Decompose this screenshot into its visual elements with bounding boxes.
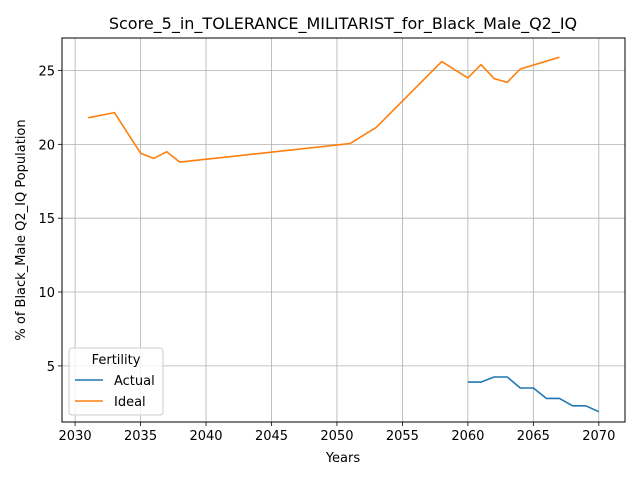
x-tick-label: 2040 [189, 429, 222, 444]
y-tick-label: 15 [38, 212, 55, 227]
chart-title: Score_5_in_TOLERANCE_MILITARIST_for_Blac… [109, 14, 577, 34]
x-tick-label: 2055 [386, 429, 419, 444]
x-tick-label: 2035 [124, 429, 157, 444]
y-tick-label: 25 [38, 64, 55, 79]
y-axis-label: % of Black_Male Q2_IQ Population [14, 119, 29, 340]
y-tick-label: 10 [38, 286, 55, 301]
x-tick-label: 2050 [320, 429, 353, 444]
y-tick-label: 20 [38, 138, 55, 153]
legend: Fertility Actual Ideal [69, 348, 163, 415]
x-tick-label: 2030 [59, 429, 92, 444]
x-axis-label: Years [325, 451, 361, 466]
legend-title: Fertility [92, 353, 141, 368]
x-tick-label: 2060 [451, 429, 484, 444]
y-tick-label: 5 [47, 360, 55, 375]
x-tick-label: 2045 [255, 429, 288, 444]
x-tick-label: 2070 [582, 429, 615, 444]
legend-label-actual: Actual [114, 374, 155, 389]
x-tick-label: 2065 [517, 429, 550, 444]
legend-label-ideal: Ideal [114, 395, 146, 410]
